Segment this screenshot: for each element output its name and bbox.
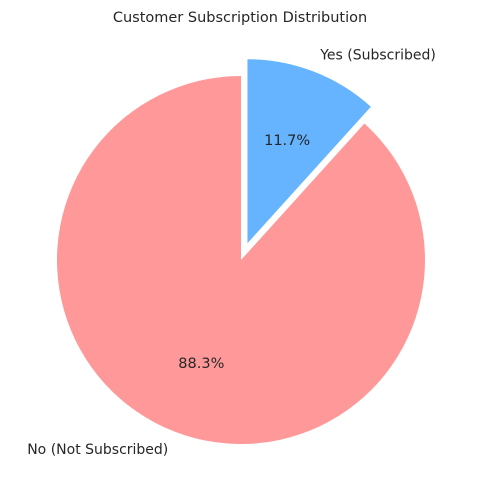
- chart-title: Customer Subscription Distribution: [113, 10, 367, 26]
- slice-percent-no: 88.3%: [178, 356, 224, 372]
- pie-slice-no: [57, 76, 425, 444]
- slice-label-yes: Yes (Subscribed): [319, 47, 436, 63]
- slice-percent-yes: 11.7%: [264, 133, 310, 149]
- slice-label-no: No (Not Subscribed): [27, 442, 168, 458]
- pie-slices: [57, 59, 425, 444]
